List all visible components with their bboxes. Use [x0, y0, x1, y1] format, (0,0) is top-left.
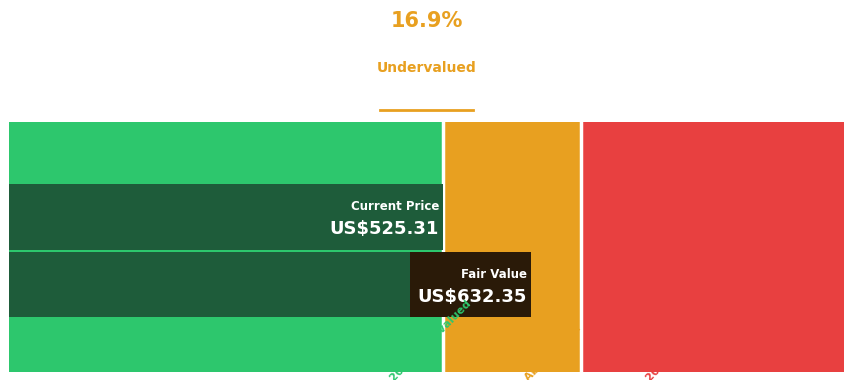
Bar [9, 237, 443, 252]
Bar [9, 317, 443, 332]
Bar [9, 252, 530, 317]
Text: Fair Value: Fair Value [460, 268, 527, 281]
Text: US$525.31: US$525.31 [329, 220, 439, 238]
Text: 20% Overvalued: 20% Overvalued [643, 304, 722, 380]
Bar [9, 169, 443, 184]
Bar [321, 184, 443, 250]
Bar [443, 122, 580, 372]
Text: About Right: About Right [522, 324, 582, 380]
Bar [9, 122, 443, 372]
Text: US$632.35: US$632.35 [417, 288, 527, 306]
Text: Current Price: Current Price [350, 200, 439, 214]
Bar [580, 122, 843, 372]
Text: Undervalued: Undervalued [377, 61, 475, 75]
Bar [409, 252, 530, 317]
Text: 16.9%: 16.9% [390, 11, 462, 32]
Text: 20% Undervalued: 20% Undervalued [388, 299, 472, 380]
Bar [9, 184, 443, 250]
